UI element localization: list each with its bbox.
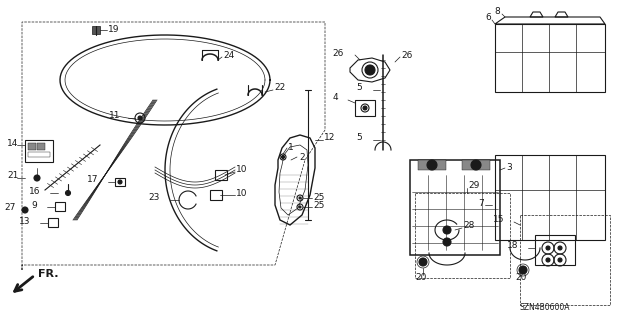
Circle shape — [365, 65, 375, 75]
Bar — [462, 160, 490, 170]
Bar — [28, 152, 50, 157]
Bar — [418, 160, 446, 170]
Bar — [215, 170, 227, 180]
Text: 15: 15 — [493, 216, 504, 225]
Bar — [415, 193, 510, 278]
Text: 10: 10 — [236, 189, 248, 197]
Circle shape — [118, 180, 122, 184]
Text: 13: 13 — [19, 217, 30, 226]
Text: 24: 24 — [223, 50, 234, 60]
Text: 9: 9 — [31, 201, 37, 210]
Text: 3: 3 — [506, 162, 512, 172]
Text: 29: 29 — [468, 182, 479, 190]
Text: 28: 28 — [463, 221, 474, 231]
Circle shape — [443, 226, 451, 234]
Bar — [92, 26, 100, 34]
Text: 14: 14 — [7, 138, 19, 147]
Text: 12: 12 — [324, 133, 335, 143]
Text: 7: 7 — [478, 198, 484, 207]
Bar — [55, 202, 65, 211]
Circle shape — [65, 190, 70, 196]
Circle shape — [282, 155, 285, 159]
Circle shape — [546, 246, 550, 250]
Bar — [495, 24, 605, 92]
Bar — [28, 143, 36, 150]
Text: 27: 27 — [4, 204, 16, 212]
Bar — [410, 160, 500, 255]
Circle shape — [558, 246, 562, 250]
Circle shape — [34, 175, 40, 181]
Text: 22: 22 — [274, 84, 285, 93]
Circle shape — [363, 106, 367, 110]
Text: 11: 11 — [109, 112, 120, 121]
Text: 6: 6 — [485, 13, 491, 23]
Text: 21: 21 — [7, 172, 19, 181]
Circle shape — [22, 207, 28, 213]
Text: FR.: FR. — [38, 269, 58, 279]
Text: 18: 18 — [506, 241, 518, 250]
Text: 20: 20 — [515, 273, 527, 283]
Bar — [48, 218, 58, 227]
Text: 5: 5 — [356, 84, 362, 93]
Circle shape — [299, 206, 301, 208]
Bar — [115, 178, 125, 186]
Text: 5: 5 — [356, 133, 362, 143]
Text: 17: 17 — [86, 175, 98, 184]
Text: 25: 25 — [313, 192, 324, 202]
Bar — [520, 215, 610, 305]
Text: 16: 16 — [29, 187, 40, 196]
Bar — [37, 143, 45, 150]
Circle shape — [558, 258, 562, 262]
Circle shape — [519, 266, 527, 274]
Text: 8: 8 — [494, 8, 500, 17]
Text: 25: 25 — [313, 202, 324, 211]
Text: 20: 20 — [415, 273, 427, 283]
Circle shape — [427, 160, 437, 170]
Bar — [210, 190, 222, 200]
Circle shape — [419, 258, 427, 266]
Text: 26: 26 — [333, 48, 344, 57]
Circle shape — [299, 197, 301, 199]
Circle shape — [443, 238, 451, 246]
Text: 1: 1 — [288, 143, 294, 152]
Text: SZN4B0600A: SZN4B0600A — [520, 303, 570, 313]
Text: 2: 2 — [299, 152, 305, 161]
Circle shape — [546, 258, 550, 262]
Text: 4: 4 — [332, 93, 338, 102]
Text: 19: 19 — [108, 26, 120, 34]
Circle shape — [138, 116, 142, 120]
Bar — [355, 100, 375, 116]
Circle shape — [471, 160, 481, 170]
Text: 10: 10 — [236, 166, 248, 174]
Text: 23: 23 — [148, 194, 160, 203]
Bar — [535, 235, 575, 265]
Text: 26: 26 — [401, 50, 412, 60]
Bar — [25, 140, 53, 162]
Bar — [495, 155, 605, 240]
